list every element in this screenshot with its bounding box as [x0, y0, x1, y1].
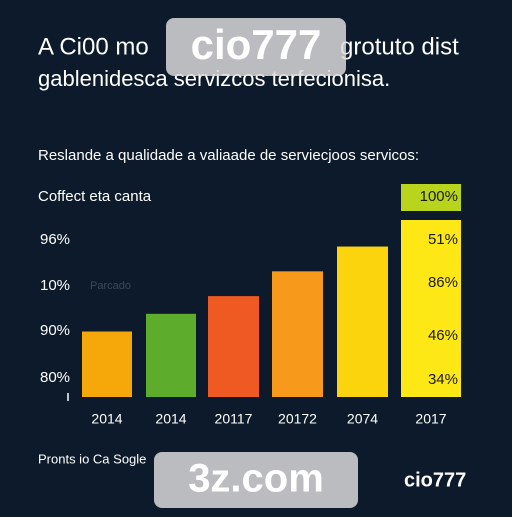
watermark-top: cio777	[191, 21, 322, 68]
left-label: 80%	[40, 369, 70, 386]
logo: cio777	[404, 469, 466, 491]
x-tick-label: 2014	[155, 411, 186, 427]
bar	[272, 271, 323, 397]
right-label: 100%	[420, 188, 458, 205]
left-label: 90%	[40, 322, 70, 339]
title: A Ci00 mo	[38, 33, 149, 60]
label-box	[401, 184, 461, 211]
footer: Pronts io Ca Sogle	[38, 451, 146, 466]
right-label: 46%	[428, 327, 458, 344]
title-end: grotuto dist	[340, 33, 459, 60]
x-tick-label: 2074	[347, 411, 378, 427]
x-tick-label: 2014	[91, 411, 122, 427]
right-label: 51%	[428, 231, 458, 248]
right-label: 86%	[428, 274, 458, 291]
subtitle: Reslande a qualidade a valiaade de servi…	[38, 147, 419, 164]
bar	[82, 331, 132, 397]
watermark-box	[154, 452, 358, 508]
left-label: 10%	[40, 277, 70, 294]
watermark-box	[166, 18, 346, 76]
faint-label: Parcado	[90, 280, 131, 292]
bar	[337, 246, 388, 397]
x-tick-label: 20172	[278, 411, 317, 427]
bar	[401, 220, 461, 397]
bar	[208, 296, 259, 397]
x-tick-label: 2017	[415, 411, 446, 427]
left-label: 96%	[40, 231, 70, 248]
watermark-bottom: 3z.com	[188, 457, 324, 501]
x-tick-label: 20117	[215, 411, 253, 427]
axis-caption: Coffect eta canta	[38, 188, 152, 205]
right-label: 34%	[428, 371, 458, 388]
bar	[146, 313, 196, 397]
